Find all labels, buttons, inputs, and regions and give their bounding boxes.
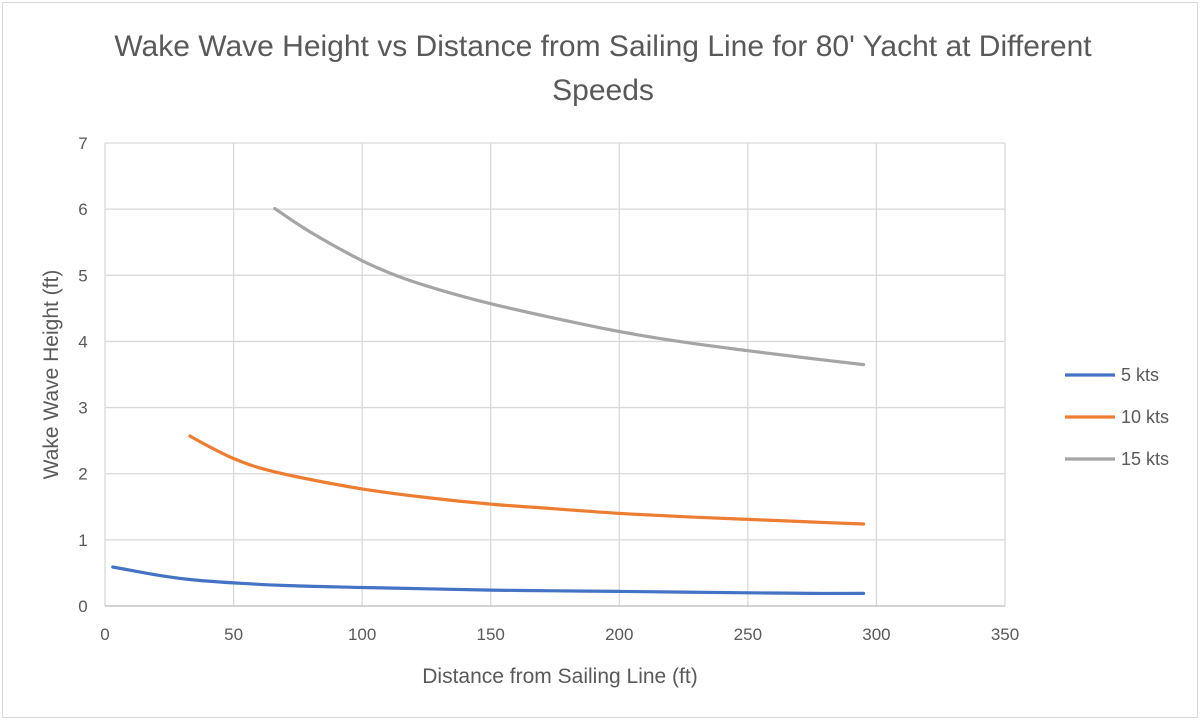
x-tick-label: 350: [991, 625, 1019, 644]
x-tick-label: 150: [477, 625, 505, 644]
chart-svg: 0 50 100 150 200 250 300 350 0 1 2 3 4 5 6 7 Distance fr…: [40, 134, 1169, 688]
y-tick-label: 2: [78, 465, 87, 484]
series-line-15-kts: [273, 206, 866, 367]
y-axis-title: Wake Wave Height (ft): [40, 270, 63, 480]
x-tick-label: 250: [734, 625, 762, 644]
legend-label: 15 kts: [1121, 449, 1169, 469]
series-line-10-kts: [188, 434, 866, 526]
chart-title: Wake Wave Height vs Distance from Sailin…: [114, 30, 1092, 107]
legend-label: 5 kts: [1121, 365, 1159, 385]
x-axis-title: Distance from Sailing Line (ft): [422, 665, 697, 688]
y-tick-label: 4: [78, 332, 87, 351]
y-tick-label: 0: [78, 597, 87, 616]
y-tick-label: 5: [78, 266, 87, 285]
y-tick-label: 1: [78, 531, 87, 550]
legend-label: 10 kts: [1121, 407, 1169, 427]
y-tick-label: 3: [78, 399, 87, 418]
x-tick-label: 100: [348, 625, 376, 644]
x-tick-label: 300: [862, 625, 890, 644]
x-tick-label: 50: [224, 625, 243, 644]
y-tick-label: 6: [78, 200, 87, 219]
x-tick-label: 200: [605, 625, 633, 644]
y-tick-label: 7: [78, 134, 87, 153]
series-line-5-kts: [111, 565, 866, 596]
x-tick-label: 0: [100, 625, 109, 644]
